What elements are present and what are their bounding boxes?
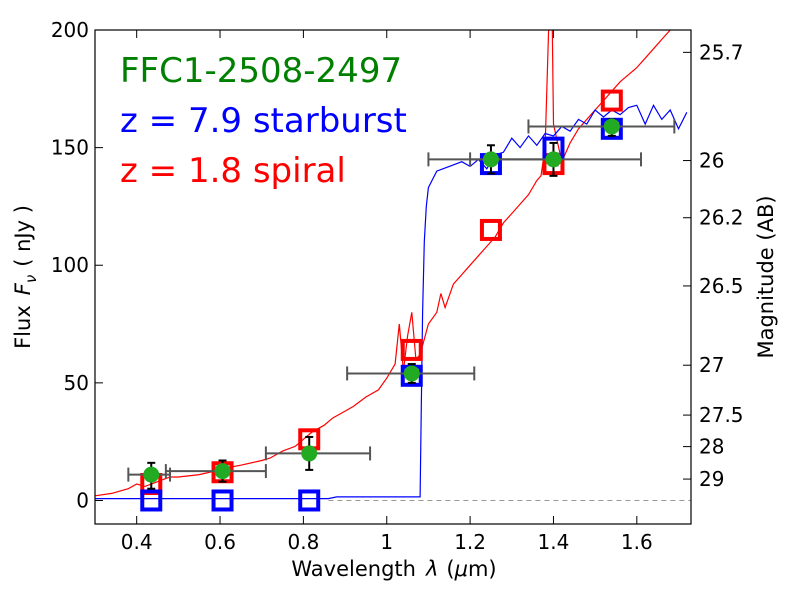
observed-point <box>214 463 231 480</box>
x-tick-label: 1 <box>380 530 393 554</box>
observed-point <box>403 365 420 382</box>
y2-tick-label: 26.2 <box>699 206 744 230</box>
x-tick-label: 1.4 <box>538 530 570 554</box>
starburst-band-square <box>211 489 234 512</box>
y2-tick-label: 25.7 <box>699 40 744 64</box>
y-tick-label: 150 <box>51 136 89 160</box>
y-tick-label: 100 <box>51 253 89 277</box>
starburst-band-square <box>140 489 163 512</box>
legend-spiral: z = 1.8 spiral <box>120 151 346 191</box>
y-tick-label: 0 <box>76 488 89 512</box>
y2-tick-label: 29 <box>699 467 724 491</box>
starburst-band-square <box>298 489 321 512</box>
y2-tick-label: 26 <box>699 149 724 173</box>
legend-observed: FFC1-2508-2497 <box>120 51 402 91</box>
spiral-band-square <box>479 218 502 241</box>
y2-axis-label: Magnitude (AB) <box>754 195 778 358</box>
x-tick-label: 1.6 <box>621 530 653 554</box>
y-tick-label: 50 <box>64 371 89 395</box>
x-tick-label: 0.4 <box>121 530 153 554</box>
legend-starburst: z = 7.9 starburst <box>120 101 407 141</box>
observed-point <box>545 151 562 168</box>
observed-point <box>301 445 318 462</box>
plot-frame <box>94 29 692 525</box>
y-tick-label: 200 <box>51 18 89 42</box>
observed-point <box>482 151 499 168</box>
observed-point <box>603 118 620 135</box>
y-axis-label: FluxFν( nJy ) <box>11 205 40 349</box>
spiral-band-square <box>600 89 623 112</box>
x-tick-label: 0.8 <box>287 530 319 554</box>
x-tick-label: 1.2 <box>454 530 486 554</box>
y2-tick-label: 27.5 <box>699 403 744 427</box>
x-axis-label: Wavelength λ (μm) <box>291 557 496 581</box>
starburst-spectrum-line <box>95 103 688 500</box>
y2-tick-label: 27 <box>699 353 724 377</box>
y2-tick-label: 28 <box>699 435 724 459</box>
spiral-spectrum-line <box>95 30 672 497</box>
observed-point <box>143 466 160 483</box>
x-tick-label: 0.6 <box>204 530 236 554</box>
y2-tick-label: 26.5 <box>699 274 744 298</box>
spiral-band-square <box>400 338 423 361</box>
